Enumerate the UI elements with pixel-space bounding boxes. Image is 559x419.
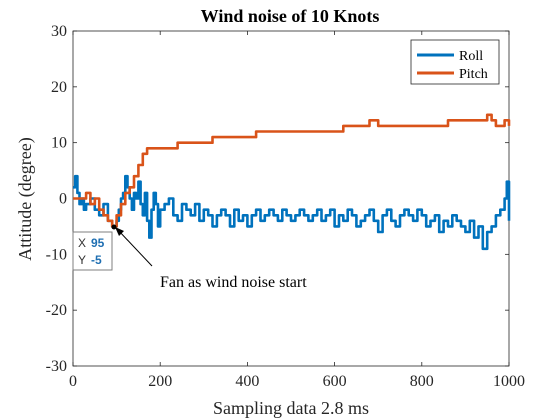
x-tick-label: 0 xyxy=(69,373,77,390)
series-layer xyxy=(73,113,511,251)
x-tick-label: 400 xyxy=(235,373,259,390)
y-axis-title: Attitude (degree) xyxy=(15,137,36,260)
datatip-y-value: -5 xyxy=(91,253,102,267)
legend-label-roll: Roll xyxy=(459,49,483,64)
x-axis: 0 200 400 600 800 1000 xyxy=(69,31,525,390)
y-axis: -30 -20 -10 0 10 20 30 xyxy=(46,23,509,375)
x-tick-label: 200 xyxy=(148,373,172,390)
datatip-y-label: Y xyxy=(78,253,86,267)
series-line-pitch xyxy=(73,113,511,228)
datatip-marker xyxy=(111,224,117,230)
annotation-text: Fan as wind noise start xyxy=(160,274,307,291)
datatip-x-value: 95 xyxy=(91,236,105,250)
x-axis-title: Sampling data 2.8 ms xyxy=(213,398,369,418)
annotation-arrow xyxy=(117,229,153,267)
datatip-x-label: X xyxy=(78,236,86,250)
chart-title: Wind noise of 10 Knots xyxy=(201,6,380,26)
x-tick-label: 1000 xyxy=(493,373,525,390)
y-tick-label: 20 xyxy=(51,79,67,96)
datatip[interactable]: X 95 Y -5 xyxy=(72,224,117,271)
legend: Roll Pitch xyxy=(410,39,500,85)
y-tick-label: -10 xyxy=(46,246,67,263)
datatip-box xyxy=(72,231,113,271)
x-tick-label: 600 xyxy=(323,373,347,390)
y-tick-label: 30 xyxy=(51,23,67,40)
legend-label-pitch: Pitch xyxy=(459,67,488,82)
x-tick-label: 800 xyxy=(410,373,434,390)
y-tick-label: -20 xyxy=(46,302,67,319)
annotation-arrowhead xyxy=(115,227,124,236)
y-tick-label: 10 xyxy=(51,135,67,152)
legend-box xyxy=(410,39,500,85)
y-tick-label: -30 xyxy=(46,358,67,375)
annotation: Fan as wind noise start xyxy=(115,227,307,291)
y-tick-label: 0 xyxy=(59,191,67,208)
